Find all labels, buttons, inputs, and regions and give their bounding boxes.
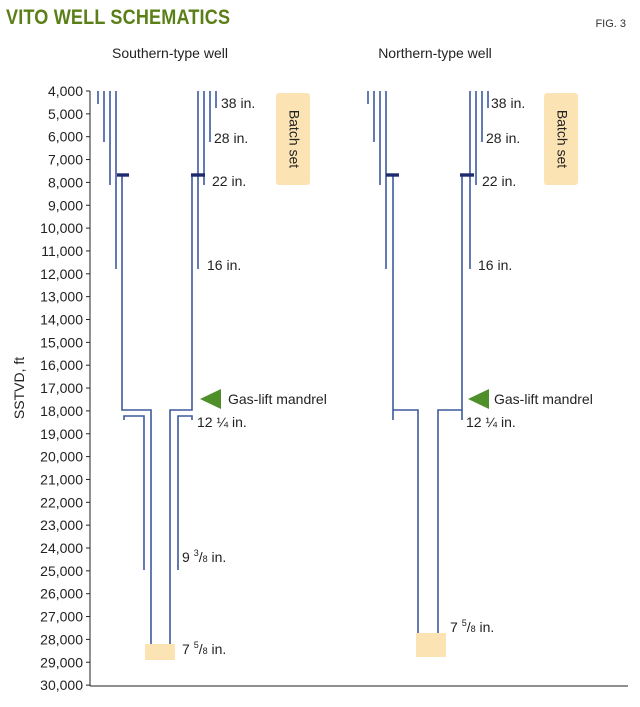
label-7-5-8-in: 7 5/8 in. xyxy=(182,640,226,657)
batch-set-box xyxy=(276,93,310,185)
well-title-southern: Southern-type well xyxy=(112,45,228,61)
axis-tick-label: 20,000 xyxy=(40,449,83,465)
label-38in: 38 in. xyxy=(221,95,255,111)
axis-tick-label: 6,000 xyxy=(48,129,83,145)
label-16in: 16 in. xyxy=(478,257,512,273)
axis-tick-label: 25,000 xyxy=(40,563,83,579)
axis-tick-label: 8,000 xyxy=(48,174,83,190)
axis-tick-label: 9,000 xyxy=(48,197,83,213)
label-12-quarter-in: 12 ¼ in. xyxy=(466,414,516,430)
axis-tick-label: 11,000 xyxy=(41,243,83,259)
liner-9-right xyxy=(177,415,193,570)
label-22in: 22 in. xyxy=(212,173,246,189)
gas-lift-arrow-icon xyxy=(468,389,489,409)
axis-tick-label: 24,000 xyxy=(40,540,83,556)
label-9-3-8-in: 9 3/8 in. xyxy=(182,548,226,565)
batch-set-label: Batch set xyxy=(554,110,570,168)
well-title-northern: Northern-type well xyxy=(378,45,492,61)
liner-right-outer xyxy=(169,176,193,644)
label-38in: 38 in. xyxy=(491,95,525,111)
axis-tick-label: 4,000 xyxy=(48,83,83,99)
axis-tick-label: 18,000 xyxy=(40,403,83,419)
tick-group: 4,000 5,000 6,000 7,000 8,000 9,000 10,000 11,0… xyxy=(40,83,90,693)
southern-labels: 38 in. 28 in. 22 in. 16 in. Gas-lift man… xyxy=(182,95,327,657)
axis-tick-label: 23,000 xyxy=(40,517,83,533)
label-28in: 28 in. xyxy=(214,130,248,146)
shoe-block-northern xyxy=(416,633,446,657)
shoe-block-southern xyxy=(145,644,175,660)
label-12-quarter-in: 12 ¼ in. xyxy=(197,414,247,430)
label-28in: 28 in. xyxy=(486,130,520,146)
liner-left xyxy=(393,409,419,633)
label-gas-lift: Gas-lift mandrel xyxy=(494,391,593,407)
southern-well xyxy=(97,91,217,644)
axis-tick-label: 26,000 xyxy=(40,586,83,602)
figure-title: VITO WELL SCHEMATICS xyxy=(6,6,231,29)
axis-tick-label: 14,000 xyxy=(40,312,83,328)
liner-9-left xyxy=(123,415,145,570)
axis-tick-label: 16,000 xyxy=(40,357,83,373)
batch-set-southern: Batch set xyxy=(276,93,310,185)
axis-title: SSTVD, ft xyxy=(11,357,27,419)
label-22in: 22 in. xyxy=(482,173,516,189)
axis-tick-label: 28,000 xyxy=(40,631,83,647)
northern-well xyxy=(367,91,489,633)
axis-tick-label: 7,000 xyxy=(48,152,83,168)
axis-tick-label: 27,000 xyxy=(40,609,83,625)
liner-right xyxy=(437,409,462,633)
label-gas-lift: Gas-lift mandrel xyxy=(228,391,327,407)
figure-number: FIG. 3 xyxy=(595,18,626,30)
axis-tick-label: 19,000 xyxy=(40,426,83,442)
axis-tick-label: 29,000 xyxy=(40,654,83,670)
batch-set-label: Batch set xyxy=(286,110,302,168)
axis-tick-label: 22,000 xyxy=(40,494,83,510)
axis-tick-label: 17,000 xyxy=(40,380,83,396)
depth-axis: 4,000 5,000 6,000 7,000 8,000 9,000 10,000 11,0… xyxy=(11,83,628,693)
batch-set-box xyxy=(544,93,578,185)
gas-lift-arrow-icon xyxy=(200,389,221,409)
label-7-5-8-in: 7 5/8 in. xyxy=(450,618,494,635)
axis-tick-label: 10,000 xyxy=(40,220,83,236)
axis-tick-label: 15,000 xyxy=(40,334,83,350)
northern-labels: 38 in. 28 in. 22 in. 16 in. Gas-lift man… xyxy=(450,95,593,635)
axis-tick-label: 13,000 xyxy=(40,289,83,305)
label-16in: 16 in. xyxy=(207,257,241,273)
axis-tick-label: 5,000 xyxy=(48,106,83,122)
axis-tick-label: 12,000 xyxy=(40,266,83,282)
axis-tick-label: 30,000 xyxy=(40,677,83,693)
batch-set-northern: Batch set xyxy=(544,93,578,185)
liner-left-outer xyxy=(121,176,152,644)
axis-tick-label: 21,000 xyxy=(40,471,83,487)
